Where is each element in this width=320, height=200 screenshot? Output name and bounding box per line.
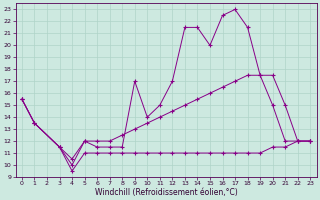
X-axis label: Windchill (Refroidissement éolien,°C): Windchill (Refroidissement éolien,°C) <box>95 188 237 197</box>
